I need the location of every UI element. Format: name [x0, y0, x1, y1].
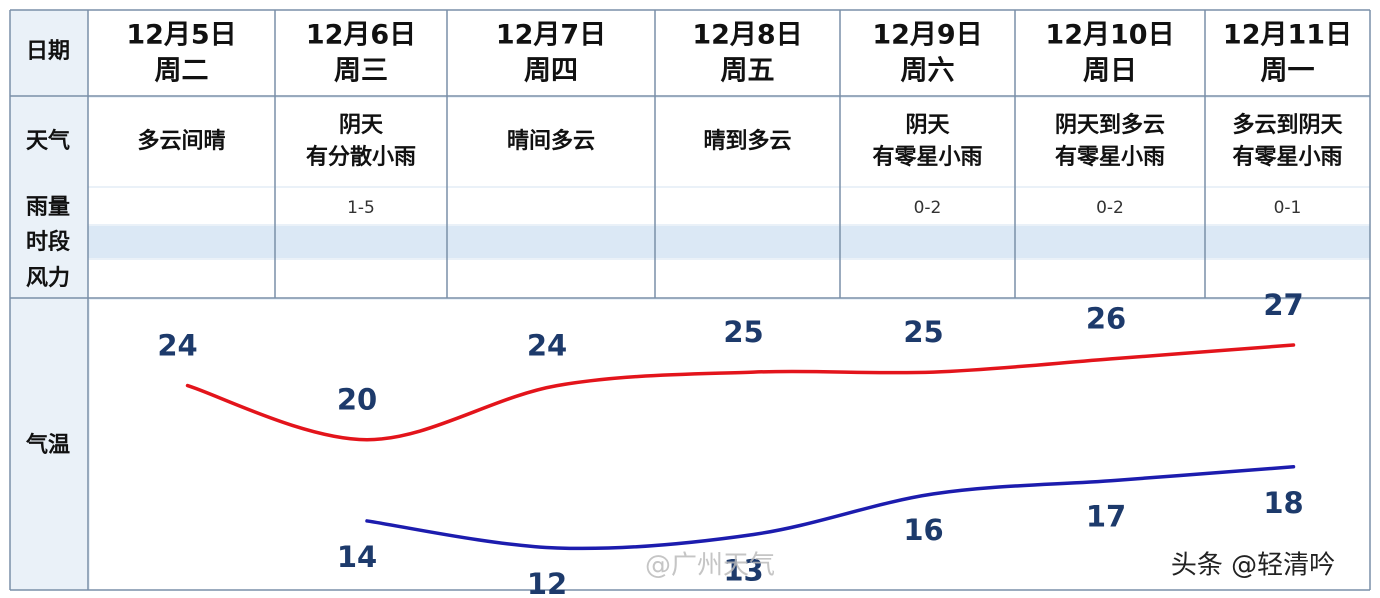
- value-label: 25: [723, 315, 763, 349]
- weather: 有零星小雨: [1232, 144, 1342, 170]
- weekday: 周四: [524, 56, 578, 87]
- row-label: 风力: [26, 266, 70, 291]
- value-label: 13: [723, 553, 763, 587]
- row-label: 日期: [26, 39, 70, 64]
- weather: 晴间多云: [507, 128, 595, 154]
- weather: 有分散小雨: [306, 144, 416, 170]
- weekday: 周五: [721, 56, 775, 87]
- value-label: 17: [1086, 499, 1126, 533]
- temp-line: [365, 465, 1296, 551]
- weekday: 周日: [1083, 56, 1137, 87]
- grid: [9, 9, 1371, 591]
- wind-bg: [88, 260, 1370, 298]
- value-label: 27: [1263, 288, 1303, 322]
- rain: 0-1: [1274, 198, 1302, 218]
- weather: 多云到阴天: [1232, 112, 1343, 138]
- weather: 晴到多云: [703, 128, 791, 154]
- date: 12月9日: [872, 20, 982, 51]
- value-label: 24: [157, 329, 197, 363]
- weather: 有零星小雨: [872, 144, 982, 170]
- rain: 0-2: [1096, 198, 1124, 218]
- header-bg: [88, 10, 1370, 96]
- weather: 阴天: [905, 113, 950, 138]
- watermark: 头条 @轻清吟: [1171, 551, 1335, 581]
- weekday: 周一: [1261, 56, 1315, 87]
- weekday: 周六: [901, 56, 955, 87]
- weather: 阴天: [339, 113, 384, 138]
- date: 12月8日: [692, 20, 802, 51]
- rain-bg: [88, 188, 1370, 224]
- value-label: 25: [903, 315, 943, 349]
- weather: 有零星小雨: [1055, 144, 1165, 170]
- row-label: 雨量: [26, 195, 70, 220]
- date: 12月7日: [496, 20, 606, 51]
- value-label: 18: [1263, 486, 1303, 520]
- chart-bg: [90, 300, 1370, 590]
- value-label: 26: [1086, 302, 1126, 336]
- value-label: 16: [903, 513, 943, 547]
- watermark: @广州天气: [645, 551, 775, 581]
- rain: 0-2: [914, 198, 942, 218]
- weather: 多云间晴: [137, 128, 225, 154]
- date: 12月6日: [306, 20, 416, 51]
- temp-line: [185, 343, 1296, 442]
- weekday: 周三: [334, 56, 388, 87]
- row-label: 时段: [26, 229, 70, 255]
- value-label: 12: [527, 567, 567, 598]
- weather-bg: [88, 98, 1370, 186]
- value-label: 24: [527, 329, 567, 363]
- row-label: 气温: [25, 432, 70, 458]
- row-label: 天气: [26, 128, 70, 154]
- date: 12月11日: [1223, 20, 1352, 51]
- period-bg: [88, 226, 1370, 258]
- value-label: 14: [337, 540, 377, 574]
- date: 12月10日: [1045, 20, 1174, 51]
- weather: 阴天到多云: [1055, 112, 1165, 138]
- weekday: 周二: [155, 56, 209, 87]
- rain: 1-5: [347, 198, 375, 218]
- value-label: 20: [337, 383, 377, 417]
- date: 12月5日: [126, 20, 236, 51]
